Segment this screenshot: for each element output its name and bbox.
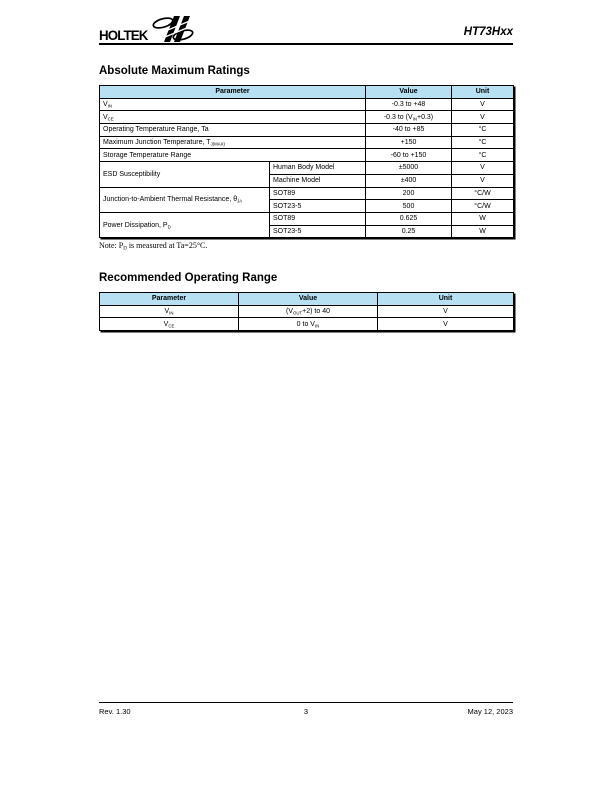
table-header-row: Parameter Value Unit bbox=[99, 85, 514, 99]
holtek-emblem-icon bbox=[152, 16, 195, 42]
cell: SOT23-5 bbox=[269, 224, 366, 239]
cell: 200 bbox=[365, 186, 452, 201]
header-rule bbox=[99, 43, 513, 45]
cell: 500 bbox=[365, 199, 452, 213]
header-cell: Parameter bbox=[99, 85, 366, 99]
cell: °C/W bbox=[451, 186, 514, 201]
cell: VIN bbox=[99, 304, 239, 319]
footer-page-number: 3 bbox=[303, 707, 309, 716]
cell: V bbox=[377, 304, 514, 319]
header-cell: Unit bbox=[377, 292, 514, 306]
cell: (VOUT+2) to 40 bbox=[238, 304, 378, 319]
cell: ±5000 bbox=[365, 161, 452, 175]
cell: Power Dissipation, PD bbox=[99, 211, 270, 239]
cell: Maximum Junction Temperature, TJ(MAX) bbox=[99, 135, 366, 150]
table-row: Power Dissipation, PD SOT89 0.625 W bbox=[99, 211, 514, 239]
footer-date: May 12, 2023 bbox=[467, 707, 513, 716]
cell: -60 to +150 bbox=[365, 148, 452, 163]
section-title-recommended-operating-range: Recommended Operating Range bbox=[99, 272, 278, 284]
table-row: Maximum Junction Temperature, TJ(MAX) +15… bbox=[99, 135, 514, 150]
header-cell: Value bbox=[238, 292, 378, 306]
header-cell: Parameter bbox=[99, 292, 239, 306]
header-cell: Value bbox=[365, 85, 452, 99]
cell: °C bbox=[451, 123, 514, 137]
cell: Machine Model bbox=[269, 173, 366, 188]
table-row: ESD Susceptibility Human Body Model ±5000 V bbox=[99, 161, 514, 188]
footer-revision: Rev. 1.30 bbox=[99, 707, 131, 716]
cell: Storage Temperature Range bbox=[99, 148, 366, 163]
cell: Operating Temperature Range, Ta bbox=[99, 123, 366, 137]
doc-title: HT73Hxx bbox=[463, 26, 513, 38]
table-row: VIN -0.3 to +48 V bbox=[99, 97, 514, 112]
table-row: Junction-to-Ambient Thermal Resistance, … bbox=[99, 186, 514, 213]
cell: 0.625 bbox=[365, 211, 452, 226]
table-row: Storage Temperature Range -60 to +150 °C bbox=[99, 148, 514, 163]
cell: V bbox=[451, 161, 514, 175]
footer-rule bbox=[99, 702, 513, 703]
cell: Human Body Model bbox=[269, 161, 366, 175]
table-row: VIN (VOUT+2) to 40 V bbox=[99, 304, 514, 319]
table-row: VCE -0.3 to (VIN+0.3) V bbox=[99, 110, 514, 125]
header-cell: Unit bbox=[451, 85, 514, 99]
section-title-absolute-maximum-ratings: Absolute Maximum Ratings bbox=[99, 65, 250, 77]
cell: VIN bbox=[99, 97, 366, 112]
recommended-operating-range-table: Parameter Value Unit VIN (VOUT+2) to 40 V VCE 0… bbox=[99, 292, 514, 332]
table-note: Note: PD is measured at Ta=25°C. bbox=[99, 241, 208, 252]
table-header-row: Parameter Value Unit bbox=[99, 292, 514, 306]
cell: +150 bbox=[365, 135, 452, 150]
cell: SOT89 bbox=[269, 186, 366, 201]
table-row: SOT23-5 500 °C/W bbox=[100, 199, 514, 213]
cell: °C/W bbox=[451, 199, 514, 213]
holtek-logo-text: HOLTEK bbox=[99, 27, 148, 43]
absolute-maximum-ratings-table: Parameter Value Unit VIN -0.3 to +48 V VCE -0.3… bbox=[99, 85, 514, 239]
cell: -0.3 to (VIN+0.3) bbox=[365, 110, 452, 125]
cell: -40 to +85 bbox=[365, 123, 452, 137]
cell: 0.25 bbox=[365, 224, 452, 239]
cell: SOT89 bbox=[269, 211, 366, 226]
cell: VCE bbox=[99, 317, 239, 332]
cell: SOT23-5 bbox=[269, 199, 366, 213]
cell: V bbox=[451, 110, 514, 125]
cell: W bbox=[451, 224, 514, 239]
table-row: SOT23-5 0.25 W bbox=[100, 224, 514, 239]
cell: VCE bbox=[99, 110, 366, 125]
cell: Junction-to-Ambient Thermal Resistance, … bbox=[99, 186, 270, 213]
cell: ESD Susceptibility bbox=[99, 161, 270, 188]
cell: V bbox=[377, 317, 514, 332]
cell: -0.3 to +48 bbox=[365, 97, 452, 112]
cell: V bbox=[451, 173, 514, 188]
cell: 0 to VIN bbox=[238, 317, 378, 332]
cell: °C bbox=[451, 135, 514, 150]
table-row: VCE 0 to VIN V bbox=[99, 317, 514, 332]
cell: °C bbox=[451, 148, 514, 163]
holtek-logo: HOLTEK bbox=[99, 15, 195, 43]
cell: ±400 bbox=[365, 173, 452, 188]
cell: W bbox=[451, 211, 514, 226]
table-row: Operating Temperature Range, Ta -40 to +8… bbox=[99, 123, 514, 137]
cell: V bbox=[451, 97, 514, 112]
